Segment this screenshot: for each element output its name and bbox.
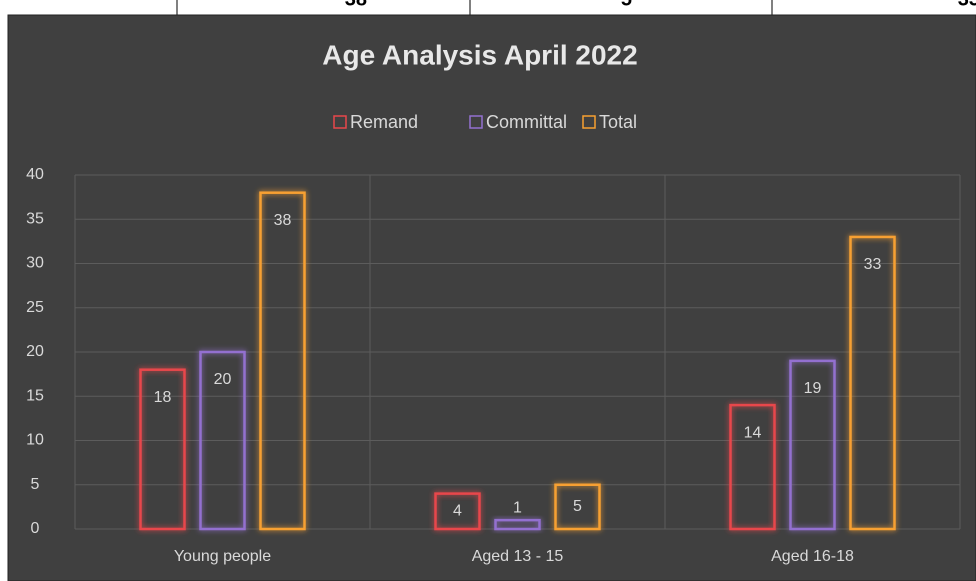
y-tick-label: 30 — [26, 255, 44, 272]
y-tick-label: 10 — [26, 432, 44, 449]
x-tick-label: Aged 16-18 — [771, 548, 854, 565]
chart-title: Age Analysis April 2022 — [322, 39, 637, 70]
bar — [259, 191, 306, 531]
table-cell: 33 — [958, 0, 976, 10]
bar — [849, 235, 896, 531]
x-tick-label: Aged 13 - 15 — [472, 548, 564, 565]
legend-label: Committal — [486, 112, 567, 132]
legend-label: Remand — [350, 112, 418, 132]
data-label: 20 — [214, 371, 232, 388]
bar — [199, 350, 246, 531]
y-tick-label: 35 — [26, 210, 44, 227]
legend-swatch — [582, 115, 596, 129]
table-strip: 38 5 33 — [0, 0, 976, 15]
legend-swatch — [333, 115, 347, 129]
data-label: 5 — [573, 498, 582, 515]
y-tick-label: 15 — [26, 387, 44, 404]
table-cell: 5 — [621, 0, 632, 10]
y-tick-label: 25 — [26, 299, 44, 316]
bar — [434, 492, 481, 531]
legend-swatch — [469, 115, 483, 129]
data-label: 19 — [804, 380, 822, 397]
chart-area — [7, 14, 976, 581]
legend-label: Total — [599, 112, 637, 132]
bar — [554, 483, 601, 531]
data-label: 38 — [274, 212, 292, 229]
data-label: 14 — [744, 424, 762, 441]
data-label: 33 — [864, 256, 882, 273]
x-tick-label: Young people — [174, 548, 271, 565]
data-label: 4 — [453, 503, 462, 520]
table-row — [0, 0, 976, 15]
data-label: 18 — [154, 389, 172, 406]
bar — [789, 359, 836, 531]
bar — [494, 518, 541, 531]
y-tick-label: 0 — [31, 520, 40, 537]
y-tick-label: 5 — [31, 476, 40, 493]
bar — [729, 403, 776, 531]
bar — [139, 368, 186, 531]
y-tick-label: 20 — [26, 343, 44, 360]
table-cell: 38 — [345, 0, 367, 10]
data-label: 1 — [513, 499, 522, 516]
y-tick-label: 40 — [26, 166, 44, 183]
